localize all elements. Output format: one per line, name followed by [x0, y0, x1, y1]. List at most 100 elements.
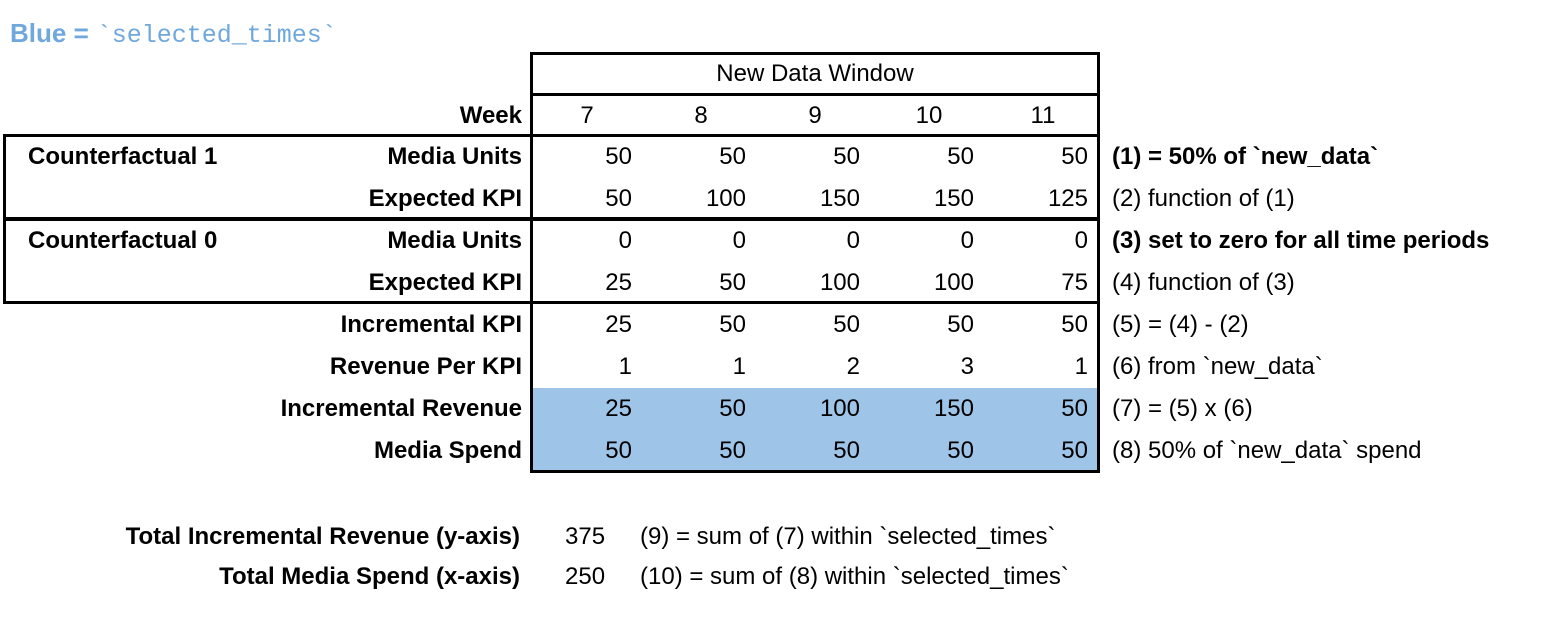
table-cell-value: 0: [618, 227, 632, 254]
table-cell-value: 50: [719, 269, 746, 296]
week-label-cell: Week: [0, 102, 530, 130]
total-row-media-spend: Total Media Spend (x-axis) 250 (10) = su…: [0, 557, 1069, 597]
window-header-label: New Data Window: [716, 60, 914, 87]
week-values: 7 8 9 10 11: [530, 96, 1100, 136]
total-label: Total Incremental Revenue (y-axis): [125, 523, 520, 550]
table-cell-value: 50: [947, 311, 974, 338]
table-border-window-box: [530, 52, 1100, 96]
row-values: 1 1 2 3 1: [530, 346, 1100, 388]
row-annotation: (4) function of (3): [1112, 269, 1295, 296]
week-label: Week: [459, 102, 522, 129]
table-cell-value: 0: [846, 227, 860, 254]
table-cell-value: 0: [960, 227, 974, 254]
row-annotation: (7) = (5) x (6): [1112, 395, 1253, 422]
row-label-cell: Expected KPI: [0, 269, 530, 297]
table-cell-value: 50: [719, 143, 746, 170]
selected-times-code: `selected_times`: [96, 21, 337, 50]
table-cell-value: 25: [605, 395, 632, 422]
table-cell-value: 50: [1061, 311, 1088, 338]
table-cell-value: 50: [719, 395, 746, 422]
table-cell-value: 50: [605, 143, 632, 170]
table-cell-value: 3: [960, 353, 974, 380]
week-number: 11: [1030, 102, 1056, 129]
table-border-bottom: [530, 470, 1100, 473]
table-cell-value: 50: [833, 143, 860, 170]
table-cell-value: 0: [732, 227, 746, 254]
row-label-cell: Incremental Revenue: [0, 395, 530, 423]
legend-note: Blue = `selected_times`: [10, 18, 337, 50]
table-row: Counterfactual 0 Media Units 0 0 0 0 0 (3) s…: [0, 220, 1489, 262]
table-cell-value: 50: [605, 185, 632, 212]
row-values: 25 50 50 50 50: [530, 304, 1100, 346]
row-annotation: (6) from `new_data`: [1112, 353, 1323, 380]
table-row: Incremental KPI 25 50 50 50 50 (5) = (4) - (…: [0, 304, 1489, 346]
row-label-cell: Revenue Per KPI: [0, 353, 530, 381]
row-values: 50 50 50 50 50: [530, 430, 1100, 472]
totals-section: Total Incremental Revenue (y-axis) 375 (…: [0, 517, 1069, 597]
row-annotation: (5) = (4) - (2): [1112, 311, 1249, 338]
table-row: Expected KPI 25 50 100 100 75 (4) function o…: [0, 262, 1489, 304]
table-cell-value: 0: [1074, 227, 1088, 254]
table-row: Counterfactual 1 Media Units 50 50 50 50 50 …: [0, 136, 1489, 178]
table-cell-value: 1: [618, 353, 632, 380]
total-value: 375: [565, 523, 606, 550]
table-cell-value: 100: [819, 395, 860, 422]
table-cell-value: 125: [1047, 185, 1088, 212]
table-cell-value: 75: [1061, 269, 1088, 296]
row-label-cell: Counterfactual 1 Media Units: [0, 143, 530, 171]
table-cell-value: 100: [705, 185, 746, 212]
table-cell-value: 25: [605, 311, 632, 338]
row-label: Incremental Revenue: [280, 395, 522, 422]
week-number: 7: [580, 102, 594, 129]
total-annotation: (9) = sum of (7) within `selected_times`: [640, 523, 1056, 550]
table-cell-value: 2: [846, 353, 860, 380]
table-cell-value: 150: [933, 395, 974, 422]
table-cell-value: 100: [933, 269, 974, 296]
table-body: Counterfactual 1 Media Units 50 50 50 50 50 …: [0, 136, 1489, 472]
table-row: Revenue Per KPI 1 1 2 3 1 (6) from `new_data…: [0, 346, 1489, 388]
row-label-cell: Counterfactual 0 Media Units: [0, 227, 530, 255]
group-label: Counterfactual 1: [28, 143, 218, 170]
row-values: 50 100 150 150 125: [530, 178, 1100, 220]
row-annotation: (3) set to zero for all time periods: [1112, 227, 1490, 254]
table-row: Media Spend 50 50 50 50 50 (8) 50% of `new_d…: [0, 430, 1489, 472]
row-label: Expected KPI: [368, 269, 522, 296]
row-values: 0 0 0 0 0: [530, 220, 1100, 262]
table-cell-value: 50: [1061, 437, 1088, 464]
table-cell-value: 1: [1074, 353, 1088, 380]
table-cell-value: 50: [947, 143, 974, 170]
table-row: Incremental Revenue 25 50 100 150 50 (7) = (…: [0, 388, 1489, 430]
row-label: Media Units: [387, 143, 522, 170]
table-border-counterfactual1-box: [3, 134, 1100, 220]
table-cell-value: 50: [833, 437, 860, 464]
row-label-cell: Media Spend: [0, 437, 530, 465]
total-annotation: (10) = sum of (8) within `selected_times…: [640, 563, 1069, 590]
week-number: 10: [915, 102, 943, 129]
table-border-counterfactual0-box: [3, 218, 1100, 304]
table-cell-value: 50: [719, 437, 746, 464]
table-row: Expected KPI 50 100 150 150 125 (2) function…: [0, 178, 1489, 220]
row-values: 25 50 100 150 50: [530, 388, 1100, 430]
row-label: Revenue Per KPI: [329, 353, 522, 380]
row-values: 25 50 100 100 75: [530, 262, 1100, 304]
table-cell-value: 50: [719, 311, 746, 338]
table-cell-value: 150: [933, 185, 974, 212]
table-cell-value: 100: [819, 269, 860, 296]
week-number: 9: [808, 102, 822, 129]
table-border-left: [530, 96, 533, 473]
table-cell-value: 150: [819, 185, 860, 212]
table-cell-value: 25: [605, 269, 632, 296]
week-number: 8: [694, 102, 708, 129]
total-row-incremental-revenue: Total Incremental Revenue (y-axis) 375 (…: [0, 517, 1069, 557]
row-label: Expected KPI: [368, 185, 522, 212]
group-label: Counterfactual 0: [28, 227, 218, 254]
row-label-cell: Expected KPI: [0, 185, 530, 213]
window-header-row: New Data Window: [0, 52, 1489, 96]
row-label: Incremental KPI: [340, 311, 522, 338]
counterfactual-table: New Data Window Week 7 8 9 10 11 Counterfact…: [0, 52, 1489, 472]
row-label-cell: Incremental KPI: [0, 311, 530, 339]
row-annotation: (2) function of (1): [1112, 185, 1295, 212]
table-cell-value: 50: [1061, 143, 1088, 170]
table-cell-value: 50: [605, 437, 632, 464]
table-cell-value: 50: [1061, 395, 1088, 422]
